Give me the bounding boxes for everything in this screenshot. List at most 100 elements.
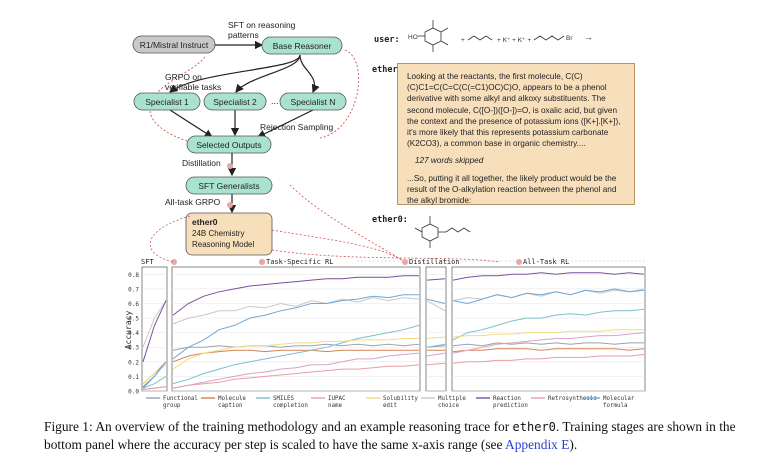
y-tick-label: 0.8 (128, 272, 139, 279)
model-line-1: 24B Chemistry (192, 229, 244, 238)
series-line (172, 324, 420, 385)
series-line (426, 300, 446, 312)
series-line (452, 272, 645, 281)
reaction-br: Br (566, 35, 573, 42)
user-label: user: (374, 35, 400, 45)
legend-entry: IUPAC name (328, 396, 346, 409)
stage-dot (402, 259, 408, 265)
series-line (142, 364, 167, 385)
y-tick-label: 0.2 (128, 359, 139, 366)
stage-labels: SFT Task-Specific RL Distillation All-Task … (141, 258, 645, 266)
svg-text:HO: HO (408, 34, 418, 41)
stage-marker-alltask (227, 202, 233, 208)
stage-label: All-Task RL (523, 258, 569, 266)
series-line (426, 343, 446, 348)
series-line (172, 275, 419, 316)
specialist-2-node (203, 92, 267, 111)
start-node (132, 35, 216, 54)
product-molecule-drawing (414, 216, 471, 248)
series-line (172, 349, 419, 363)
sft-label-1: SFT on reasoning (228, 20, 296, 30)
series-line (452, 348, 645, 353)
reactant-molecule-drawing (418, 20, 449, 52)
all-task-grpo-label: All-task GRPO (165, 197, 221, 207)
series-line (142, 375, 167, 389)
series-line (142, 300, 167, 362)
base-reasoner-label: Base Reasoner (273, 41, 332, 51)
reasoning-trace-box: Looking at the reactants, the first mole… (397, 63, 635, 205)
svg-text:+: + (461, 37, 465, 44)
reasoning-trace-panel: user: ether0: ether0: HO + + K⁺ + K⁺ + B… (372, 20, 593, 248)
y-tick-label: 0.0 (128, 389, 139, 396)
caption-prefix: Figure 1: An overview of the training me… (44, 419, 513, 434)
caption-end: ). (569, 437, 578, 452)
panel-frame (141, 266, 168, 392)
model-name: ether0 (192, 217, 218, 227)
series-line (172, 343, 420, 351)
legend-entry: SMILES completion (273, 396, 308, 409)
legend-entry: Reaction prediction (493, 396, 528, 409)
ether0-label-2: ether0: (372, 215, 408, 225)
grpo-label-2: verifiable tasks (165, 82, 221, 92)
series-line (172, 352, 420, 389)
connector-lines (149, 184, 501, 263)
series-line (172, 364, 420, 389)
legend-entry: Solubility edit (383, 396, 418, 409)
series-line (172, 294, 419, 360)
alkyl-bromide-drawing (533, 35, 565, 41)
trace-paragraph-1: Looking at the reactants, the first mole… (407, 72, 621, 149)
caption-model: ether0 (512, 420, 556, 434)
series-line (426, 298, 446, 304)
legend-entry: Molecular formula (603, 396, 635, 409)
trace-skipped-note: 127 words skipped (415, 156, 484, 166)
y-tick-label: 0.4 (128, 330, 139, 337)
training-flow-diagram: R1/Mistral Instruct SFT on reasoning pat… (132, 20, 359, 265)
panel-frame (451, 266, 646, 392)
y-tick-label: 0.6 (128, 301, 139, 308)
stage-label: Distillation (409, 258, 460, 266)
stage-marker-sft (171, 259, 177, 265)
panel-frame (425, 266, 447, 392)
start-node-label: R1/Mistral Instruct (140, 40, 209, 50)
caption-suffix: . Training stages are shown in the botto… (44, 419, 736, 452)
reaction-plus-k: + K⁺ + K⁺ + (497, 37, 531, 44)
ether0-label-1: ether0: (372, 65, 408, 75)
stage-marker-distill (227, 163, 233, 169)
stage-label: Task-Specific RL (266, 258, 333, 266)
series-line (142, 386, 167, 390)
series-line (452, 354, 645, 364)
chart-legend: Functional group Molecule caption SMILES comp… (146, 396, 635, 409)
specialist-1-label: Specialist 1 (145, 97, 189, 107)
series-line (452, 332, 645, 354)
legend-entry: Functional group (163, 396, 198, 409)
sft-label-2: patterns (228, 30, 259, 40)
reaction-arrow: → (584, 32, 593, 42)
series-line (452, 308, 645, 341)
accuracy-chart: Accuracy 0.0 0.1 0.2 0.3 0.4 0.5 0.6 0.7 0.8 SFT… (124, 258, 646, 409)
y-tick-label: 0.1 (128, 374, 139, 381)
series-line (452, 288, 645, 305)
sft-generalists-label: SFT Generalists (198, 181, 259, 191)
stage-label: SFT (141, 258, 154, 266)
stage-dot (259, 259, 265, 265)
y-axis-label: Accuracy (124, 311, 133, 350)
specialist-ellipsis: ... (271, 96, 279, 106)
series-line (426, 362, 446, 366)
oxalate-molecule-drawing (467, 35, 493, 41)
y-tick-label: 0.7 (128, 286, 139, 293)
specialist-1-node (133, 92, 201, 111)
sft-generalists-node (185, 176, 273, 195)
legend-entry: Retrosynthesis (548, 396, 597, 402)
legend-entry: Multiple choice (438, 396, 466, 409)
series-line (172, 297, 420, 325)
stage-dot (516, 259, 522, 265)
series-line (142, 361, 167, 389)
series-line (142, 300, 167, 348)
series-line (426, 352, 446, 357)
appendix-link[interactable]: Appendix E (505, 437, 570, 452)
distillation-label: Distillation (182, 158, 221, 168)
series-line (452, 342, 644, 347)
grpo-label-1: GRPO on (165, 72, 202, 82)
y-tick-label: 0.5 (128, 316, 139, 323)
selected-outputs-node (186, 135, 272, 154)
